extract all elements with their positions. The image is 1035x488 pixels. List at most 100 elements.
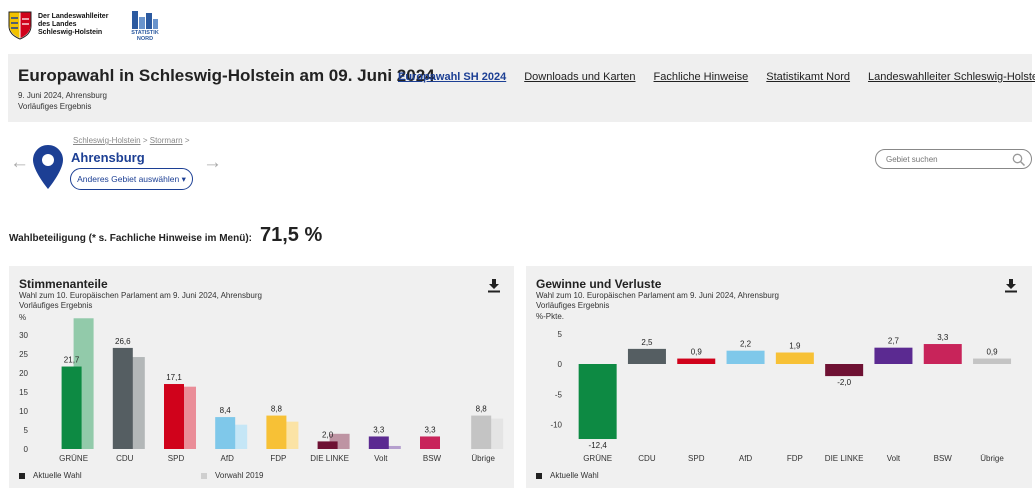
- breadcrumb: Schleswig-Holstein > Stormarn >: [73, 136, 190, 145]
- legend-swatch: [201, 472, 207, 479]
- choose-area-button[interactable]: Anderes Gebiet auswählen ▾: [70, 168, 193, 190]
- search-input[interactable]: [886, 153, 1006, 166]
- bar-previous-volt: [380, 445, 401, 449]
- page-title: Europawahl in Schleswig-Holstein am 09. …: [18, 66, 435, 85]
- gains-losses-chart: 5 0 -5 -10 -12,4 GRÜNE 2,5 CDU 0,9 SPD 2,2 AfD 1,9 FD…: [550, 330, 1012, 463]
- chart-title: Gewinne und Verluste: [536, 277, 662, 291]
- next-area-arrow-icon[interactable]: →: [203, 152, 222, 173]
- data-label: 3,3: [424, 425, 436, 434]
- bar-change-volt: [874, 347, 913, 364]
- y-axis-unit: %-Pkte.: [536, 312, 565, 321]
- bar-current-cdu: [112, 347, 133, 449]
- x-tick-label: FDP: [270, 454, 286, 463]
- x-tick-label: BSW: [423, 454, 442, 463]
- x-tick-label: SPD: [168, 454, 185, 463]
- data-label: 8,8: [476, 405, 488, 414]
- x-tick-label: CDU: [116, 454, 134, 463]
- turnout-label: Wahlbeteiligung (* s. Fachliche Hinweise…: [9, 233, 252, 244]
- authority-name: Der Landeswahlleiter des Landes Schleswi…: [38, 13, 109, 36]
- legend-item-current[interactable]: Aktuelle Wahl: [536, 471, 599, 480]
- bar-change-spd: [677, 358, 716, 364]
- turnout: Wahlbeteiligung (* s. Fachliche Hinweise…: [9, 224, 322, 247]
- main-nav: Europawahl SH 2024 Downloads und Karten …: [398, 71, 1035, 83]
- x-tick-label: AfD: [739, 454, 753, 463]
- x-tick-label: DIE LINKE: [310, 454, 349, 463]
- y-tick-label: 30: [19, 331, 28, 340]
- nav-statistikamt[interactable]: Statistikamt Nord: [766, 71, 851, 83]
- bar-current-bsw: [420, 436, 440, 449]
- previous-area-arrow-icon[interactable]: ←: [10, 152, 29, 173]
- bar-change-afd: [726, 350, 765, 364]
- bar-current-uebrige: [471, 415, 492, 449]
- legend-label: Aktuelle Wahl: [33, 471, 82, 480]
- y-tick-label: 20: [19, 369, 28, 378]
- bar-change-die-linke: [825, 364, 864, 377]
- x-tick-label: BSW: [934, 454, 953, 463]
- chart-title: Stimmenanteile: [19, 277, 108, 291]
- statistik-nord-logo[interactable]: STATISTIK NORD: [128, 9, 162, 42]
- bar-current-spd: [164, 384, 184, 449]
- legend-item-current[interactable]: Aktuelle Wahl: [19, 471, 82, 480]
- data-label: 2,5: [641, 338, 653, 347]
- legend-item-previous[interactable]: Vorwahl 2019: [201, 471, 263, 480]
- bar-current-die-linke: [317, 441, 338, 449]
- area-search: [875, 149, 1032, 169]
- nav-hinweise[interactable]: Fachliche Hinweise: [653, 71, 749, 83]
- search-icon[interactable]: [1012, 153, 1026, 167]
- gains-losses-panel: Gewinne und Verluste Wahl zum 10. Europä…: [526, 266, 1032, 488]
- data-label: 3,3: [373, 425, 385, 434]
- x-tick-label: DIE LINKE: [825, 454, 864, 463]
- x-tick-label: GRÜNE: [59, 454, 88, 463]
- data-label: 2,2: [740, 340, 752, 349]
- y-tick-label: -10: [550, 421, 562, 430]
- data-label: 17,1: [166, 373, 182, 382]
- turnout-value: 71,5 %: [260, 224, 323, 246]
- page-header: Europawahl in Schleswig-Holstein am 09. …: [8, 54, 1035, 122]
- bar-change-fdp: [775, 352, 814, 364]
- breadcrumb-separator: >: [184, 136, 190, 145]
- data-label: 2,0: [322, 430, 334, 439]
- y-tick-label: 5: [558, 330, 563, 339]
- chart-subtitle: Wahl zum 10. Europäischen Parlament am 9…: [536, 291, 779, 310]
- data-label: 3,3: [937, 333, 949, 342]
- nav-europawahl[interactable]: Europawahl SH 2024: [398, 71, 507, 83]
- download-icon[interactable]: [488, 279, 500, 293]
- data-label: 26,6: [115, 337, 131, 346]
- y-tick-label: 0: [24, 445, 29, 454]
- x-tick-label: FDP: [787, 454, 803, 463]
- bar-current-fdp: [266, 415, 287, 449]
- data-label: -12,4: [589, 441, 608, 450]
- bar-change-bsw: [923, 344, 962, 364]
- x-tick-label: Übrige: [980, 454, 1004, 463]
- data-label: 0,9: [691, 348, 703, 357]
- y-tick-label: 0: [558, 360, 563, 369]
- breadcrumb-kreis[interactable]: Stormarn: [149, 136, 183, 145]
- area-name: Ahrensburg: [71, 150, 145, 165]
- bar-change-cdu: [627, 348, 666, 364]
- y-tick-label: -5: [555, 390, 563, 399]
- download-icon[interactable]: [1005, 279, 1017, 293]
- data-label: 8,4: [220, 406, 232, 415]
- y-tick-label: 25: [19, 350, 28, 359]
- x-tick-label: GRÜNE: [583, 454, 612, 463]
- coat-of-arms-logo[interactable]: [8, 11, 32, 40]
- x-tick-label: CDU: [638, 454, 656, 463]
- bar-current-gruene: [61, 366, 82, 449]
- bar-change-uebrige: [973, 358, 1012, 364]
- data-label: 1,9: [789, 342, 801, 351]
- data-label: 21,7: [64, 356, 80, 365]
- chart-subtitle: Wahl zum 10. Europäischen Parlament am 9…: [19, 291, 262, 310]
- breadcrumb-land[interactable]: Schleswig-Holstein: [73, 136, 141, 145]
- y-tick-label: 15: [19, 388, 28, 397]
- y-tick-label: 10: [19, 407, 28, 416]
- legend-label: Vorwahl 2019: [215, 471, 264, 480]
- x-tick-label: SPD: [688, 454, 705, 463]
- data-label: -2,0: [837, 378, 851, 387]
- bar-current-volt: [368, 436, 389, 449]
- x-tick-label: AfD: [221, 454, 235, 463]
- data-label: 2,7: [888, 337, 900, 346]
- nav-landeswahlleiter[interactable]: Landeswahlleiter Schleswig-Holstein: [868, 71, 1035, 83]
- vote-share-chart: 0 5 10 15 20 25 30 21,7 GRÜNE 26,6 CDU 17,1 SPD 8,4 Af…: [19, 318, 504, 463]
- nav-downloads[interactable]: Downloads und Karten: [524, 71, 636, 83]
- y-tick-label: 5: [24, 426, 29, 435]
